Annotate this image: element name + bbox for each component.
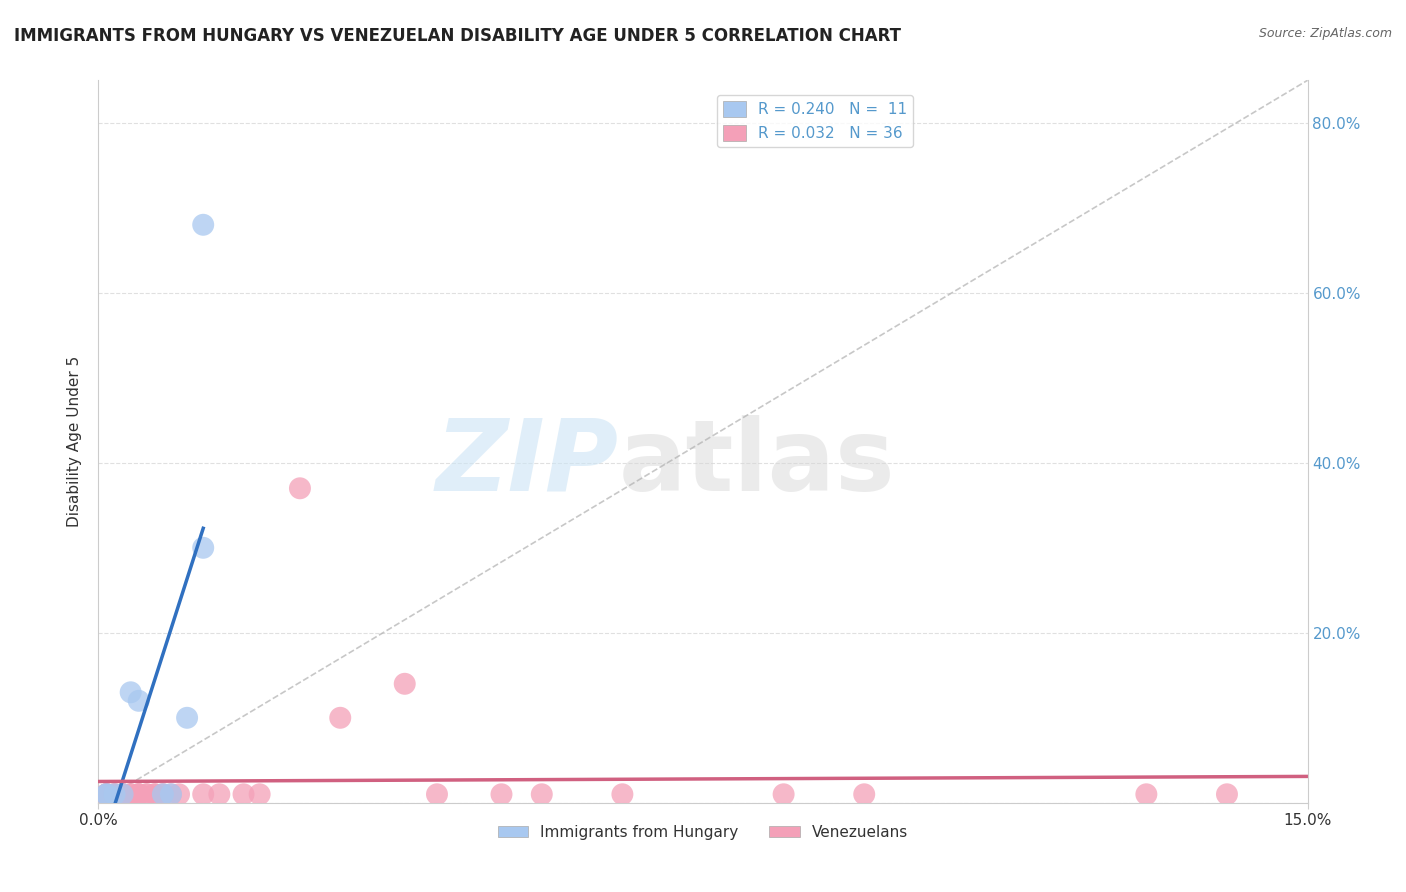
Point (288, 481, 311, 495)
Point (249, 787, 271, 801)
Point (128, 787, 150, 801)
Point (1216, 787, 1239, 801)
Point (208, 787, 231, 801)
Point (1135, 787, 1157, 801)
Point (193, 787, 215, 801)
Point (96, 787, 118, 801)
Point (394, 677, 416, 691)
Point (103, 787, 125, 801)
Point (120, 685, 142, 699)
Point (96, 787, 118, 801)
Point (111, 787, 134, 801)
Point (160, 787, 183, 801)
Point (128, 694, 150, 708)
Point (143, 787, 166, 801)
Text: ZIP: ZIP (436, 415, 619, 512)
Point (103, 787, 125, 801)
Point (612, 787, 634, 801)
Point (491, 787, 513, 801)
Point (135, 787, 157, 801)
Point (96, 787, 118, 801)
Point (128, 787, 150, 801)
Point (853, 787, 876, 801)
Point (176, 711, 198, 725)
Point (111, 787, 134, 801)
Legend: Immigrants from Hungary, Venezuelans: Immigrants from Hungary, Venezuelans (492, 819, 914, 846)
Point (152, 787, 174, 801)
Text: Source: ZipAtlas.com: Source: ZipAtlas.com (1258, 27, 1392, 40)
Point (167, 787, 190, 801)
Point (128, 787, 150, 801)
Point (143, 787, 166, 801)
Point (152, 787, 174, 801)
Point (135, 787, 157, 801)
Point (120, 787, 142, 801)
Point (232, 787, 254, 801)
Point (772, 787, 794, 801)
Y-axis label: Disability Age Under 5: Disability Age Under 5 (67, 356, 83, 527)
Point (111, 787, 134, 801)
Point (111, 787, 134, 801)
Point (193, 218, 215, 232)
Point (160, 787, 183, 801)
Point (96, 787, 118, 801)
Point (193, 541, 215, 555)
Point (152, 787, 174, 801)
Point (120, 787, 142, 801)
Point (530, 787, 553, 801)
Point (426, 787, 449, 801)
Point (96, 787, 118, 801)
Point (329, 711, 352, 725)
Text: IMMIGRANTS FROM HUNGARY VS VENEZUELAN DISABILITY AGE UNDER 5 CORRELATION CHART: IMMIGRANTS FROM HUNGARY VS VENEZUELAN DI… (14, 27, 901, 45)
Text: atlas: atlas (619, 415, 896, 512)
Point (103, 787, 125, 801)
